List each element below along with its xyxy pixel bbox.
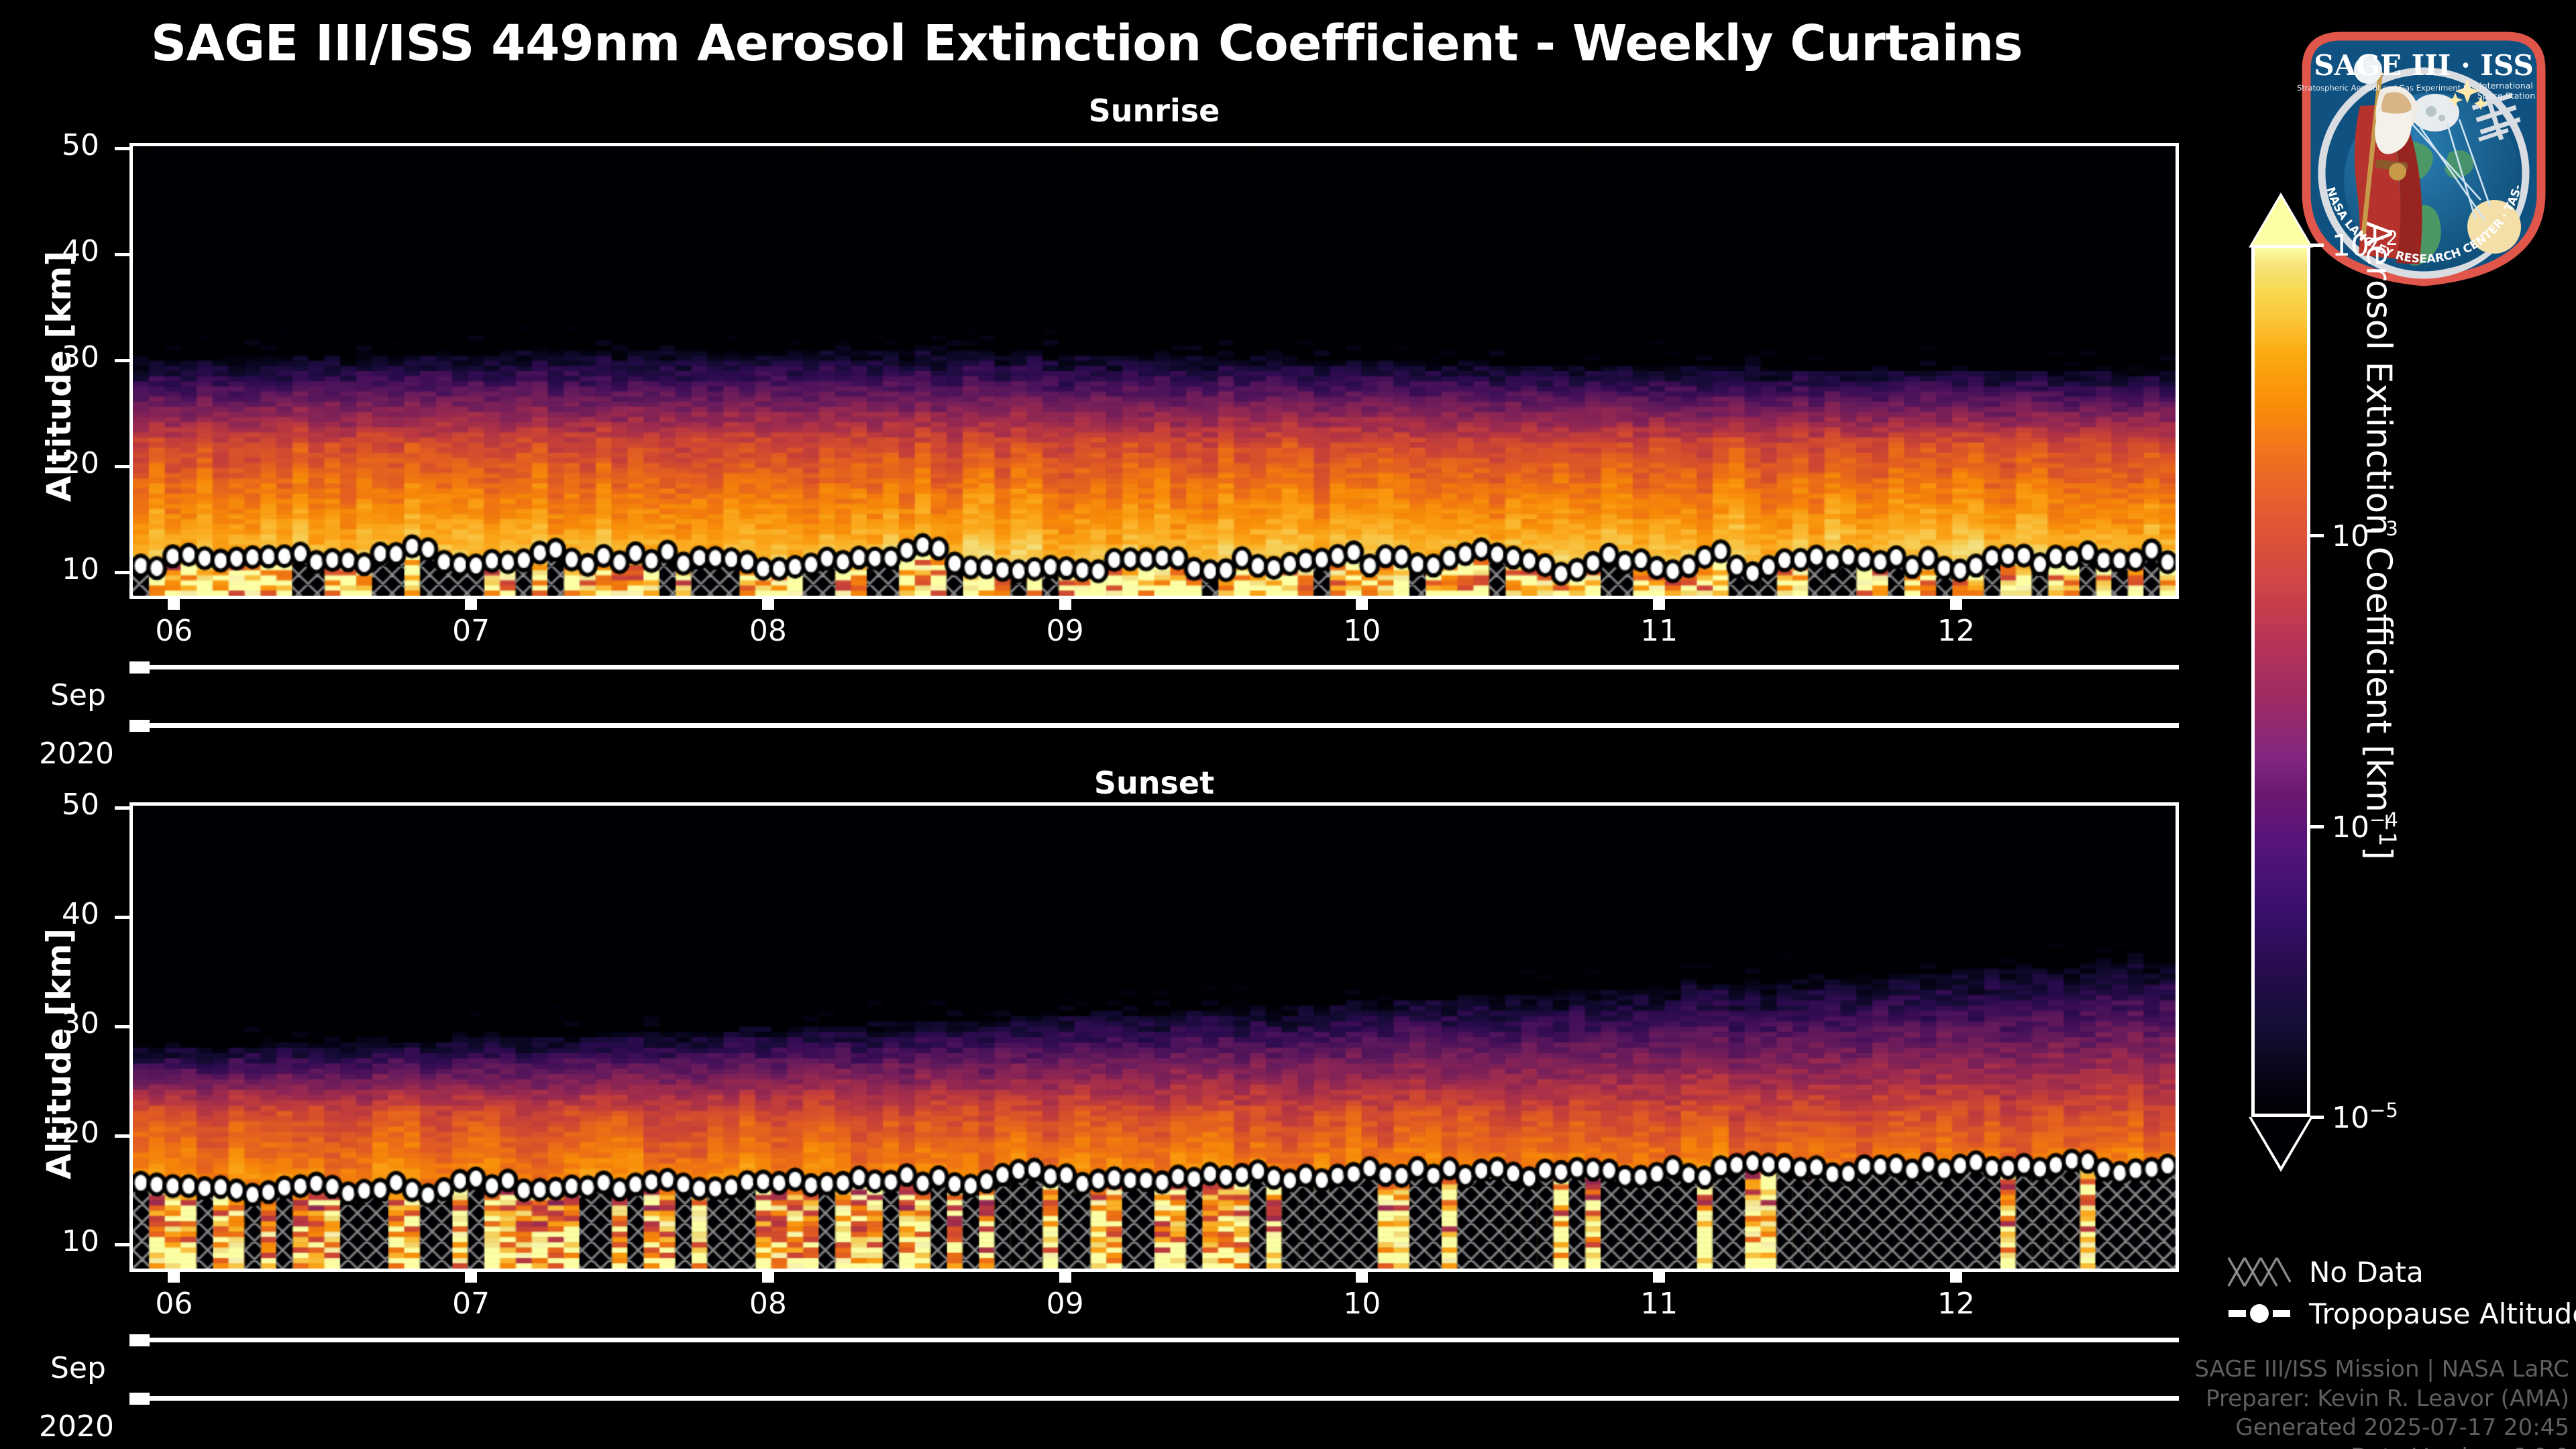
colorbar-extend-max: [2251, 197, 2310, 246]
footer-credits: SAGE III/ISS Mission | NASA LaRC Prepare…: [1744, 1355, 2569, 1449]
colorbar[interactable]: 10−2 10−3 10−4 10−5: [2246, 193, 2398, 1172]
x-month-band-cap-sunrise: [129, 661, 150, 674]
colorbar-axis-label: Aerosol Extinction Coefficient [km−1]: [2358, 221, 2400, 860]
x-tick-bracket-sunset: [168, 1272, 180, 1283]
x-tick-label-sunset: 06: [155, 1287, 193, 1321]
x-tick-bracket-sunset: [1949, 1272, 1962, 1283]
footer-line-preparer: Preparer: Kevin R. Leavor (AMA): [2206, 1385, 2569, 1412]
y-tick-mark-sunset: [115, 915, 129, 919]
legend-label-no-data: No Data: [2309, 1255, 2424, 1289]
x-tick-label-sunset: 12: [1937, 1287, 1975, 1321]
mission-patch-icon: SAGE III · ISS Stratospheric Aerosol and…: [2275, 0, 2546, 286]
x-month-band-label-sunrise: Sep: [50, 678, 106, 712]
x-year-band-label-sunset: 2020: [39, 1409, 114, 1444]
sage-iii-iss-logo: SAGE III · ISS Stratospheric Aerosol and…: [2275, 0, 2568, 294]
x-tick-label-sunrise: 10: [1343, 614, 1381, 648]
colorbar-extend-min: [2251, 1117, 2310, 1167]
x-tick-bracket-sunrise: [1059, 599, 1071, 610]
x-tick-bracket-sunrise: [168, 599, 180, 610]
x-tick-bracket-sunset: [465, 1272, 478, 1283]
x-month-band-line-sunset: [129, 1338, 2179, 1342]
x-tick-label-sunrise: 12: [1937, 614, 1975, 648]
x-year-band-cap-sunrise: [129, 720, 150, 732]
x-year-band-cap-sunset: [129, 1393, 150, 1405]
x-year-band-label-sunrise: 2020: [39, 737, 114, 771]
x-year-band-line-sunrise: [129, 723, 2179, 728]
heatmap-sunrise: [133, 146, 2176, 596]
x-tick-label-sunset: 11: [1640, 1287, 1678, 1321]
hatch-x-icon: [2227, 1256, 2292, 1287]
colorbar-tick-mark: [2310, 244, 2324, 247]
colorbar-tick-mark: [2310, 824, 2324, 828]
x-tick-bracket-sunset: [1356, 1272, 1368, 1283]
y-tick-label-sunset: 10: [62, 1224, 99, 1259]
x-tick-bracket-sunrise: [1949, 599, 1962, 610]
y-tick-label-sunset: 50: [62, 788, 99, 822]
x-tick-label-sunset: 09: [1046, 1287, 1084, 1321]
y-tick-label-sunset: 30: [62, 1006, 99, 1040]
logo-title: SAGE III · ISS: [2314, 49, 2534, 82]
x-tick-label-sunrise: 11: [1640, 614, 1678, 648]
x-tick-label-sunset: 07: [452, 1287, 490, 1321]
legend: No Data Tropopause Altitude: [2227, 1251, 2576, 1334]
y-tick-mark-sunset: [115, 1243, 129, 1247]
colorbar-tick-label: 10−2: [2332, 227, 2398, 263]
footer-line-generated: Generated 2025-07-17 20:45: [2235, 1414, 2569, 1442]
svg-text:International: International: [2479, 80, 2533, 91]
y-tick-label-sunset: 20: [62, 1115, 99, 1150]
dashed-line-marker-icon: [2227, 1298, 2292, 1329]
y-tick-label-sunrise: 20: [62, 446, 99, 481]
colorbar-gradient: [2251, 245, 2310, 1117]
x-tick-bracket-sunset: [1059, 1272, 1071, 1283]
y-tick-mark-sunrise: [115, 146, 129, 150]
x-month-band-label-sunset: Sep: [50, 1351, 106, 1385]
x-tick-bracket-sunrise: [1653, 599, 1666, 610]
x-tick-bracket-sunset: [761, 1272, 774, 1283]
y-tick-mark-sunrise: [115, 571, 129, 575]
colorbar-tick-label: 10−4: [2332, 808, 2398, 845]
x-month-band-line-sunrise: [129, 665, 2179, 669]
legend-label-tropopause: Tropopause Altitude: [2309, 1297, 2576, 1330]
y-tick-label-sunrise: 10: [62, 552, 99, 587]
colorbar-tick-mark: [2310, 1116, 2324, 1119]
footer-line-mission: SAGE III/ISS Mission | NASA LaRC: [2194, 1356, 2569, 1383]
panel-title-sunset: Sunset: [1093, 765, 1215, 801]
x-tick-label-sunrise: 08: [749, 614, 787, 648]
panel-title-sunrise: Sunrise: [1088, 93, 1220, 129]
y-tick-mark-sunset: [115, 1134, 129, 1138]
x-tick-bracket-sunset: [1653, 1272, 1666, 1283]
x-month-band-cap-sunset: [129, 1334, 150, 1346]
y-tick-mark-sunset: [115, 1024, 129, 1028]
x-tick-bracket-sunrise: [761, 599, 774, 610]
x-tick-label-sunset: 10: [1343, 1287, 1381, 1321]
x-tick-label-sunrise: 09: [1046, 614, 1084, 648]
x-tick-bracket-sunrise: [465, 599, 478, 610]
plot-area-sunrise: [129, 143, 2179, 599]
colorbar-tick-label: 10−5: [2332, 1099, 2398, 1135]
y-tick-mark-sunrise: [115, 465, 129, 469]
x-tick-bracket-sunrise: [1356, 599, 1368, 610]
logo-subtitle-left: Stratospheric Aerosol and Gas Experiment…: [2297, 83, 2470, 93]
y-tick-mark-sunset: [115, 806, 129, 810]
heatmap-sunset: [133, 806, 2176, 1269]
x-tick-label-sunset: 08: [749, 1287, 787, 1321]
y-tick-mark-sunrise: [115, 253, 129, 257]
plot-area-sunset: [129, 802, 2179, 1272]
y-tick-label-sunrise: 50: [62, 127, 99, 162]
y-tick-mark-sunrise: [115, 359, 129, 363]
legend-item-tropopause: Tropopause Altitude: [2227, 1293, 2576, 1334]
svg-text:Space Station: Space Station: [2477, 91, 2536, 101]
colorbar-tick-mark: [2310, 534, 2324, 538]
x-tick-label-sunrise: 07: [452, 614, 490, 648]
footer-line-version: Data Version: 6.0.0: [1744, 1443, 2569, 1449]
x-tick-label-sunrise: 06: [155, 614, 193, 648]
y-tick-label-sunset: 40: [62, 896, 99, 931]
y-tick-label-sunrise: 40: [62, 234, 99, 269]
y-tick-label-sunrise: 30: [62, 340, 99, 375]
legend-item-no-data: No Data: [2227, 1251, 2576, 1293]
colorbar-tick-label: 10−3: [2332, 517, 2398, 554]
page-title: SAGE III/ISS 449nm Aerosol Extinction Co…: [150, 15, 2023, 72]
x-year-band-line-sunset: [129, 1396, 2179, 1401]
